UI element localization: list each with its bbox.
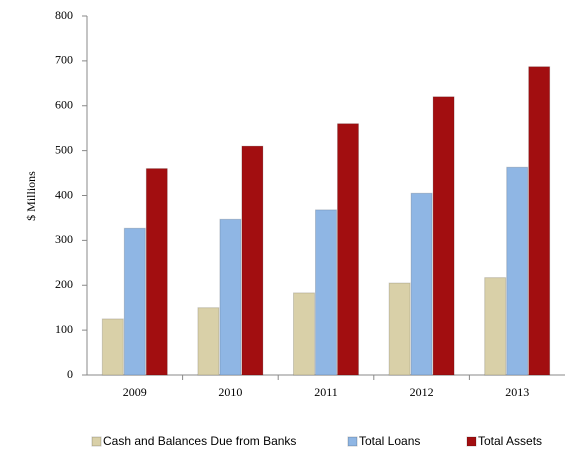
y-tick-label: 500: [55, 142, 73, 156]
y-tick-label: 0: [67, 367, 73, 381]
bar: [145, 168, 168, 376]
bar: [337, 123, 359, 376]
legend-label: Cash and Balances Due from Banks: [103, 434, 296, 448]
bar: [101, 318, 124, 376]
bar: [219, 218, 242, 376]
legend-swatch: [347, 436, 358, 447]
y-tick-label: 600: [55, 98, 73, 112]
y-tick-label: 800: [55, 8, 73, 22]
bar: [293, 292, 315, 376]
legend-label: Total Assets: [478, 434, 542, 448]
bar: [506, 166, 529, 376]
y-axis-title: $ Millions: [24, 171, 38, 221]
x-tick-label: 2010: [218, 385, 242, 399]
y-tick-label: 400: [55, 187, 73, 201]
x-tick-label: 2013: [505, 385, 529, 399]
bar: [123, 227, 146, 376]
legend-label: Total Loans: [359, 434, 420, 448]
x-tick-label: 2011: [314, 385, 338, 399]
bar: [528, 66, 551, 376]
bar: [410, 192, 433, 376]
x-tick-label: 2012: [410, 385, 434, 399]
y-tick-label: 100: [55, 322, 73, 336]
bar: [241, 145, 264, 376]
x-tick-label: 2009: [123, 385, 147, 399]
y-tick-label: 300: [55, 232, 73, 246]
legend-swatch: [466, 436, 477, 447]
bar: [432, 96, 455, 376]
legend-swatch: [91, 436, 102, 447]
bar: [315, 209, 337, 376]
y-tick-label: 200: [55, 277, 73, 291]
bar: [388, 282, 411, 376]
bar: [197, 307, 220, 376]
bar: [484, 277, 507, 376]
y-tick-label: 700: [55, 53, 73, 67]
